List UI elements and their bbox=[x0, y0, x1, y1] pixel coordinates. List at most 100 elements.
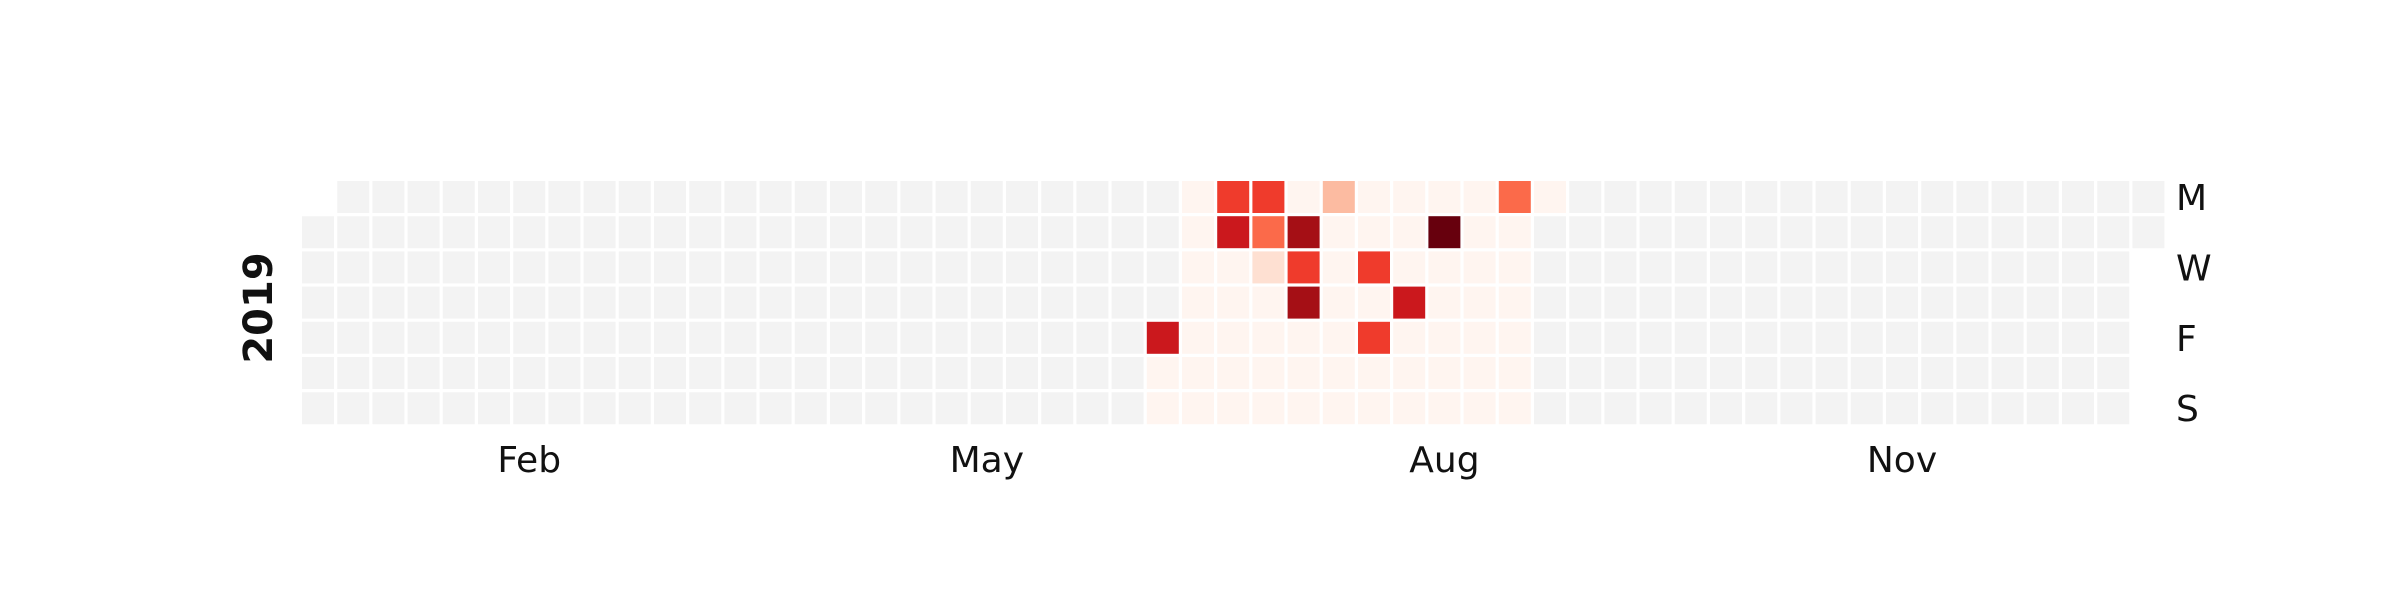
heatmap-cell bbox=[1287, 357, 1320, 389]
heatmap-cell bbox=[618, 357, 651, 389]
heatmap-cell bbox=[865, 216, 898, 249]
heatmap-cell bbox=[935, 251, 968, 284]
x-tick-label: Feb bbox=[497, 440, 561, 481]
heatmap-cell bbox=[935, 321, 968, 354]
heatmap-cell bbox=[759, 286, 792, 319]
heatmap-cell bbox=[1921, 392, 1954, 425]
heatmap-cell bbox=[1639, 392, 1672, 425]
heatmap-cell bbox=[1886, 392, 1918, 425]
heatmap-cell bbox=[618, 392, 651, 425]
heatmap-cell bbox=[513, 357, 546, 389]
year-label: 2019 bbox=[236, 252, 282, 363]
heatmap-cell bbox=[1991, 392, 2024, 425]
heatmap-cell bbox=[1358, 216, 1390, 249]
heatmap-cell bbox=[654, 251, 686, 284]
heatmap-cell bbox=[1815, 392, 1848, 425]
heatmap-cell bbox=[513, 251, 546, 284]
x-tick-label: May bbox=[950, 440, 1024, 481]
heatmap-cell bbox=[935, 357, 968, 389]
heatmap-cell bbox=[1569, 392, 1602, 425]
heatmap-cell bbox=[442, 286, 475, 319]
heatmap-cell bbox=[548, 216, 581, 249]
heatmap-cell bbox=[1674, 392, 1707, 425]
heatmap-cell bbox=[2062, 286, 2094, 319]
heatmap-cell bbox=[1780, 392, 1813, 425]
heatmap-cell bbox=[2097, 181, 2130, 213]
heatmap-cell bbox=[1463, 392, 1496, 425]
heatmap-cell bbox=[302, 321, 334, 354]
heatmap-cell bbox=[1956, 251, 1989, 284]
heatmap-cell bbox=[337, 251, 370, 284]
heatmap-cell bbox=[1428, 321, 1461, 354]
heatmap-cell bbox=[970, 321, 1003, 354]
heatmap-cell bbox=[1850, 251, 1883, 284]
heatmap-cell bbox=[1006, 286, 1038, 319]
heatmap-cell bbox=[1111, 392, 1144, 425]
heatmap-cell bbox=[1921, 251, 1954, 284]
heatmap-cell bbox=[2026, 181, 2059, 213]
heatmap-cell bbox=[1639, 357, 1672, 389]
heatmap-cell bbox=[618, 286, 651, 319]
heatmap-cell bbox=[1076, 357, 1109, 389]
heatmap-cell bbox=[1534, 181, 1566, 213]
heatmap-cell bbox=[759, 392, 792, 425]
heatmap-cell bbox=[1921, 216, 1954, 249]
heatmap-cell bbox=[794, 392, 827, 425]
heatmap-cell bbox=[794, 321, 827, 354]
heatmap-cell bbox=[1182, 392, 1214, 425]
heatmap-cell bbox=[654, 181, 686, 213]
heatmap-cell bbox=[583, 357, 616, 389]
heatmap-cell bbox=[548, 357, 581, 389]
x-tick-label: Aug bbox=[1409, 440, 1479, 481]
heatmap-cell bbox=[1674, 321, 1707, 354]
heatmap-cell bbox=[337, 321, 370, 354]
heatmap-cell bbox=[654, 286, 686, 319]
heatmap-cell bbox=[865, 181, 898, 213]
heatmap-cell bbox=[513, 216, 546, 249]
heatmap-cell bbox=[1006, 216, 1038, 249]
heatmap-cell bbox=[1534, 392, 1566, 425]
heatmap-cell bbox=[407, 357, 440, 389]
heatmap-cell bbox=[337, 392, 370, 425]
heatmap-cell bbox=[1322, 357, 1355, 389]
heatmap-cell bbox=[513, 321, 546, 354]
heatmap-cell bbox=[1745, 251, 1778, 284]
heatmap-cell bbox=[1639, 286, 1672, 319]
heatmap-cell bbox=[372, 251, 405, 284]
heatmap-cell bbox=[759, 357, 792, 389]
heatmap-cell bbox=[1921, 357, 1954, 389]
heatmap-cell bbox=[2097, 392, 2130, 425]
heatmap-cell bbox=[478, 216, 510, 249]
heatmap-cell bbox=[1674, 216, 1707, 249]
heatmap-cell bbox=[1956, 286, 1989, 319]
heatmap-cell bbox=[1498, 321, 1531, 354]
heatmap-cell bbox=[724, 286, 757, 319]
heatmap-cell bbox=[1217, 181, 1250, 213]
heatmap-cell bbox=[1252, 321, 1285, 354]
heatmap-cell bbox=[1569, 286, 1602, 319]
heatmap-cell bbox=[830, 216, 862, 249]
heatmap-cell bbox=[1146, 321, 1179, 354]
heatmap-cell bbox=[830, 321, 862, 354]
heatmap-cell bbox=[1569, 216, 1602, 249]
heatmap-cell bbox=[935, 181, 968, 213]
heatmap-cell bbox=[1041, 181, 1074, 213]
heatmap-cell bbox=[689, 216, 722, 249]
heatmap-cell bbox=[689, 251, 722, 284]
heatmap-cell bbox=[1780, 181, 1813, 213]
heatmap-cell bbox=[407, 216, 440, 249]
heatmap-cell bbox=[1604, 251, 1637, 284]
heatmap-cell bbox=[372, 286, 405, 319]
heatmap-cell bbox=[337, 286, 370, 319]
heatmap-cell bbox=[2026, 251, 2059, 284]
y-tick-label: W bbox=[2176, 248, 2212, 289]
heatmap-cell bbox=[1639, 321, 1672, 354]
heatmap-cell bbox=[1182, 357, 1214, 389]
heatmap-cell bbox=[1322, 321, 1355, 354]
heatmap-cell bbox=[618, 216, 651, 249]
heatmap-cell bbox=[865, 251, 898, 284]
heatmap-cell bbox=[1956, 357, 1989, 389]
heatmap-cell bbox=[442, 392, 475, 425]
heatmap-cell bbox=[1815, 286, 1848, 319]
heatmap-cell bbox=[830, 181, 862, 213]
